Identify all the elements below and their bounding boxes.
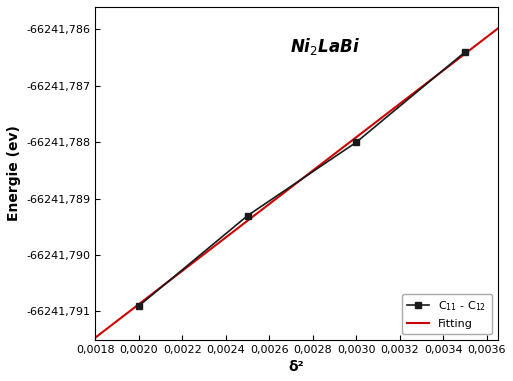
- Fitting: [94, 334, 100, 339]
- Line: C$_{11}$ - C$_{12}$: C$_{11}$ - C$_{12}$: [135, 49, 468, 309]
- Fitting: [505, 18, 511, 22]
- Fitting: [441, 68, 447, 72]
- C$_{11}$ - C$_{12}$: [245, 213, 251, 218]
- C$_{11}$ - C$_{12}$: [136, 304, 142, 308]
- C$_{11}$ - C$_{12}$: [353, 140, 360, 144]
- Text: Ni$_2$LaBi: Ni$_2$LaBi: [290, 36, 360, 58]
- Legend: C$_{11}$ - C$_{12}$, Fitting: C$_{11}$ - C$_{12}$, Fitting: [402, 294, 492, 334]
- X-axis label: δ²: δ²: [289, 360, 304, 374]
- Line: Fitting: Fitting: [95, 20, 508, 338]
- Y-axis label: Energie (ev): Energie (ev): [7, 125, 21, 221]
- Fitting: [337, 147, 343, 152]
- Fitting: [338, 146, 344, 151]
- C$_{11}$ - C$_{12}$: [462, 50, 468, 54]
- Fitting: [467, 48, 473, 52]
- Fitting: [345, 141, 351, 146]
- Fitting: [92, 335, 98, 340]
